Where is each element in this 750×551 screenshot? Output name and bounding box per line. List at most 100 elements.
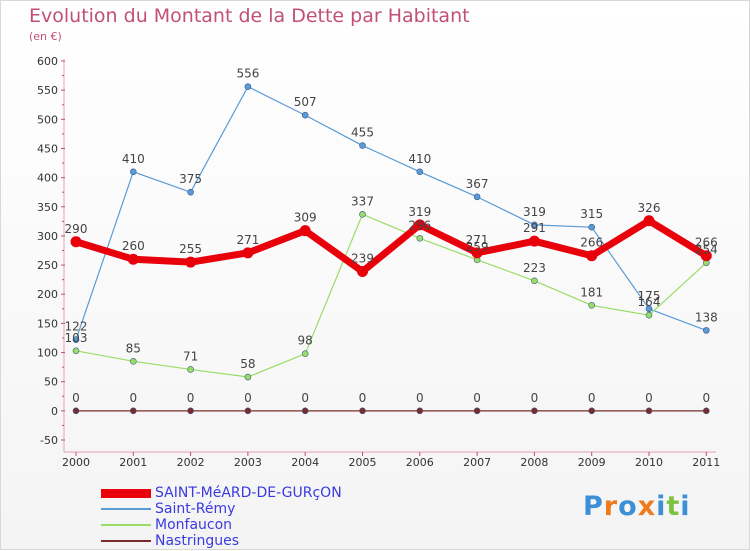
series-0-point	[414, 219, 426, 231]
y-tick-label: -50	[40, 434, 58, 447]
x-tick-label: 2006	[406, 456, 434, 469]
data-label: 122	[65, 320, 88, 334]
series-2-line	[75, 213, 707, 378]
data-label: 0	[72, 391, 80, 405]
series-2-point	[531, 277, 538, 285]
data-label: 103	[65, 331, 88, 345]
legend-item: SAINT-MéARD-DE-GURçON	[101, 485, 401, 501]
data-label: 138	[695, 310, 718, 324]
legend-item: Nastringues	[101, 533, 401, 549]
series-2-point	[588, 302, 596, 309]
series-3-point	[72, 407, 80, 415]
legend-label: SAINT-MéARD-DE-GURçON	[155, 485, 342, 501]
series-3-point	[473, 407, 481, 415]
y-tick-label: 200	[37, 288, 58, 301]
data-label: 290	[65, 222, 88, 236]
data-label: 0	[588, 391, 596, 405]
series-3-point	[531, 407, 538, 415]
logo-letter: x	[637, 491, 657, 522]
legend-swatch	[101, 524, 151, 526]
x-tick-label: 2001	[119, 456, 147, 469]
x-tick-label: 2000	[62, 456, 90, 469]
data-label: 0	[187, 391, 195, 405]
data-label: 319	[523, 205, 546, 219]
series-3-point	[301, 407, 309, 415]
data-label: 0	[416, 391, 424, 405]
data-label: 309	[294, 211, 317, 225]
series-1-point	[416, 168, 424, 176]
series-0-point	[299, 225, 311, 237]
data-label: 375	[179, 172, 202, 186]
series-0	[70, 215, 712, 277]
proxiti-logo: Proxiti	[583, 491, 691, 522]
series-0-point	[471, 247, 483, 259]
series-3-point	[588, 407, 596, 415]
series-1-point	[702, 327, 710, 334]
series-1	[72, 83, 710, 344]
data-label: 291	[523, 221, 546, 235]
data-label: 266	[580, 236, 603, 250]
data-label: 507	[294, 95, 317, 109]
data-label: 410	[408, 152, 431, 166]
y-tick-label: 400	[37, 172, 58, 185]
y-tick-label: 600	[37, 55, 58, 68]
series-2	[72, 211, 710, 381]
x-tick-label: 2002	[177, 456, 205, 469]
legend-swatch	[101, 540, 151, 542]
data-label: 271	[236, 233, 259, 247]
data-label: 71	[183, 349, 198, 363]
series-0-point	[185, 256, 197, 268]
series-1-point	[473, 193, 481, 201]
series-1-point	[130, 168, 137, 176]
data-label: 0	[129, 391, 137, 405]
data-label: 0	[301, 391, 309, 405]
legend-swatch	[101, 508, 151, 510]
series-2-point	[72, 347, 80, 355]
series-0-point	[528, 235, 540, 247]
x-tick-label: 2005	[349, 456, 377, 469]
logo-letter: r	[603, 491, 619, 522]
series-3	[72, 407, 710, 415]
data-label: 337	[351, 194, 374, 208]
data-label: 326	[638, 201, 661, 215]
data-label: 0	[702, 391, 710, 405]
y-tick-label: 550	[37, 84, 58, 97]
data-label: 367	[466, 177, 489, 191]
series-2-point	[130, 357, 137, 365]
chart-subtitle: (en €)	[29, 30, 62, 43]
series-1-point	[359, 142, 366, 149]
logo-letter: t	[666, 491, 681, 522]
data-label: 556	[236, 67, 259, 81]
series-2-point	[301, 350, 309, 358]
legend: SAINT-MéARD-DE-GURçON Saint-Rémy Monfaucon…	[101, 485, 401, 549]
y-tick-label: 450	[37, 142, 58, 155]
series-1-point	[301, 111, 309, 119]
data-label: 315	[580, 207, 603, 221]
series-1-point	[244, 83, 252, 90]
series-0-line	[74, 217, 709, 275]
legend-item: Saint-Rémy	[101, 501, 401, 517]
series-1-line	[75, 86, 707, 340]
series-1-point	[645, 305, 653, 313]
legend-label: Saint-Rémy	[155, 501, 236, 517]
x-tick-label: 2004	[291, 456, 319, 469]
data-label: 319	[408, 205, 431, 219]
y-tick-label: 0	[51, 405, 58, 418]
series-3-point	[359, 407, 366, 415]
data-label: 58	[240, 357, 255, 371]
legend-label: Nastringues	[155, 533, 240, 549]
logo-letter: i	[656, 491, 667, 522]
data-label: 260	[122, 239, 145, 253]
data-label: 0	[531, 391, 539, 405]
data-label: 271	[466, 233, 489, 247]
data-label: 255	[179, 242, 202, 256]
data-label: 0	[244, 391, 252, 405]
data-label: 259	[466, 240, 489, 254]
series-0-point	[242, 247, 254, 259]
y-tick-label: 150	[37, 317, 58, 330]
y-tick-label: 300	[37, 230, 58, 243]
data-label: 0	[473, 391, 481, 405]
data-label: 239	[351, 251, 374, 265]
